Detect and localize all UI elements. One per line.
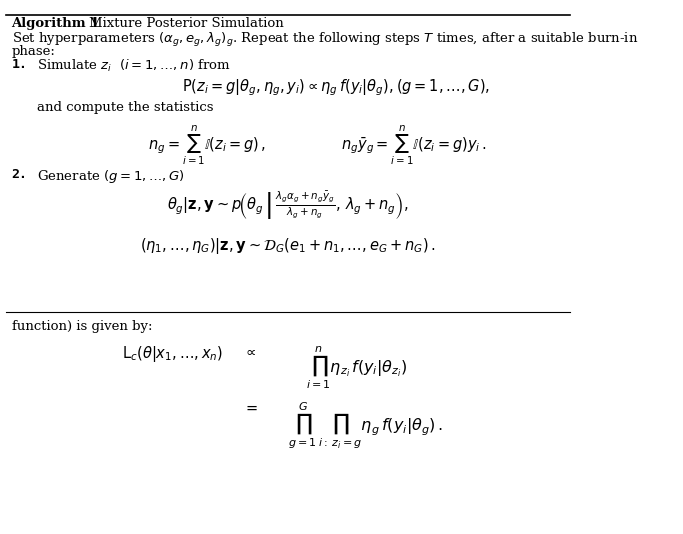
Text: $(g = 1, \ldots, G),$: $(g = 1, \ldots, G),$ xyxy=(396,77,490,97)
Text: $\mathrm{P}(z_i = g|\theta_g, \eta_g, y_i) \propto \eta_g\, f(y_i|\theta_g),$: $\mathrm{P}(z_i = g|\theta_g, \eta_g, y_… xyxy=(182,77,393,98)
Text: $\theta_g|\mathbf{z}, \mathbf{y} \sim p\!\left(\theta_g\,\left|\,\frac{\lambda_g: $\theta_g|\mathbf{z}, \mathbf{y} \sim p\… xyxy=(167,190,408,222)
Text: $\propto$: $\propto$ xyxy=(243,344,257,358)
Text: Set hyperparameters $(\alpha_g, e_g, \lambda_g)_g$. Repeat the following steps $: Set hyperparameters $(\alpha_g, e_g, \la… xyxy=(12,31,638,49)
Text: $(\eta_1, \ldots, \eta_G)|\mathbf{z}, \mathbf{y} \sim \mathcal{D}_G(e_1 + n_1, \: $(\eta_1, \ldots, \eta_G)|\mathbf{z}, \m… xyxy=(140,236,435,256)
Text: $=$: $=$ xyxy=(242,400,258,414)
Text: function) is given by:: function) is given by: xyxy=(12,320,152,333)
Text: 2.: 2. xyxy=(12,168,27,180)
Text: Simulate $z_i$  $(i = 1, \ldots, n)$ from: Simulate $z_i$ $(i = 1, \ldots, n)$ from xyxy=(38,58,232,74)
Text: $\mathrm{L}_c(\theta|x_1, \ldots, x_n)$: $\mathrm{L}_c(\theta|x_1, \ldots, x_n)$ xyxy=(122,344,223,364)
Text: and compute the statistics: and compute the statistics xyxy=(38,101,214,114)
Text: $\prod_{g=1}^{G}\, \prod_{i:\,z_i=g} \eta_g\, f(y_i|\theta_g)\,.$: $\prod_{g=1}^{G}\, \prod_{i:\,z_i=g} \et… xyxy=(288,400,443,451)
Text: Algorithm 1: Algorithm 1 xyxy=(12,17,100,30)
Text: Mixture Posterior Simulation: Mixture Posterior Simulation xyxy=(89,17,284,30)
Text: $n_g = \sum_{i=1}^{n} \mathbb{I}(z_i = g)\,,$: $n_g = \sum_{i=1}^{n} \mathbb{I}(z_i = g… xyxy=(148,124,266,167)
Text: 1.: 1. xyxy=(12,58,27,71)
Text: $\prod_{i=1}^{n} \eta_{z_i}\, f(y_i|\theta_{z_i})$: $\prod_{i=1}^{n} \eta_{z_i}\, f(y_i|\the… xyxy=(306,344,407,391)
Text: Generate $(g = 1, \ldots, G)$: Generate $(g = 1, \ldots, G)$ xyxy=(38,168,185,185)
Text: $n_g\bar{y}_g = \sum_{i=1}^{n} \mathbb{I}(z_i = g)y_i\,.$: $n_g\bar{y}_g = \sum_{i=1}^{n} \mathbb{I… xyxy=(342,124,487,167)
Text: phase:: phase: xyxy=(12,45,55,58)
